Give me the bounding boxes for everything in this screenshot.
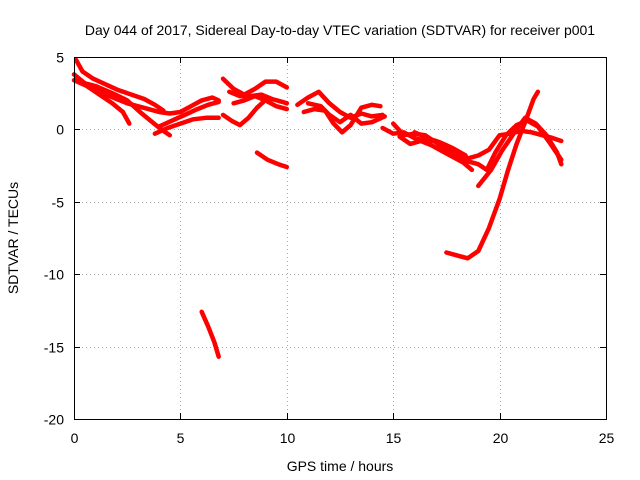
series-track-12 — [254, 150, 290, 170]
x-tick-label: 20 — [493, 430, 509, 446]
series-track-14 — [301, 102, 383, 135]
y-tick-label: -20 — [44, 412, 64, 428]
series-track-20 — [444, 89, 541, 261]
series-track-6 — [156, 99, 221, 129]
y-tick-label: -15 — [44, 340, 64, 356]
x-tick-label: 15 — [386, 430, 402, 446]
y-axis-label: SDTVAR / TECUs — [5, 182, 21, 294]
series-track-1 — [71, 72, 221, 116]
chart-title: Day 044 of 2017, Sidereal Day-to-day VTE… — [85, 22, 595, 38]
x-tick-labels: 0 5 10 15 20 25 — [71, 430, 615, 446]
series-track-8 — [220, 76, 290, 97]
series-group — [71, 57, 564, 359]
series-track-19 — [476, 115, 564, 189]
series-track-3 — [73, 57, 166, 113]
series-track-11 — [220, 99, 266, 128]
plot-frame — [74, 57, 607, 420]
x-tick-label: 25 — [599, 430, 615, 446]
y-tick-label: 0 — [56, 122, 64, 138]
series-track-15 — [305, 101, 387, 126]
series-track-16 — [380, 125, 564, 161]
x-tick-label: 5 — [177, 430, 185, 446]
series-track-21 — [412, 130, 468, 158]
series-track-18 — [397, 134, 475, 173]
series-track-7 — [199, 309, 221, 359]
y-tick-label: -10 — [44, 267, 64, 283]
y-tick-labels: 5 0 -5 -10 -15 -20 — [44, 50, 64, 428]
series-track-9 — [227, 89, 290, 106]
x-tick-label: 10 — [280, 430, 296, 446]
y-tick-label: -5 — [52, 195, 65, 211]
series-track-17 — [390, 118, 564, 173]
x-axis-label: GPS time / hours — [287, 458, 394, 474]
series-track-10 — [231, 93, 290, 112]
series-track-5 — [152, 115, 221, 136]
y-tick-label: 5 — [56, 50, 64, 66]
series-track-13 — [295, 89, 385, 121]
x-tick-label: 0 — [71, 430, 79, 446]
